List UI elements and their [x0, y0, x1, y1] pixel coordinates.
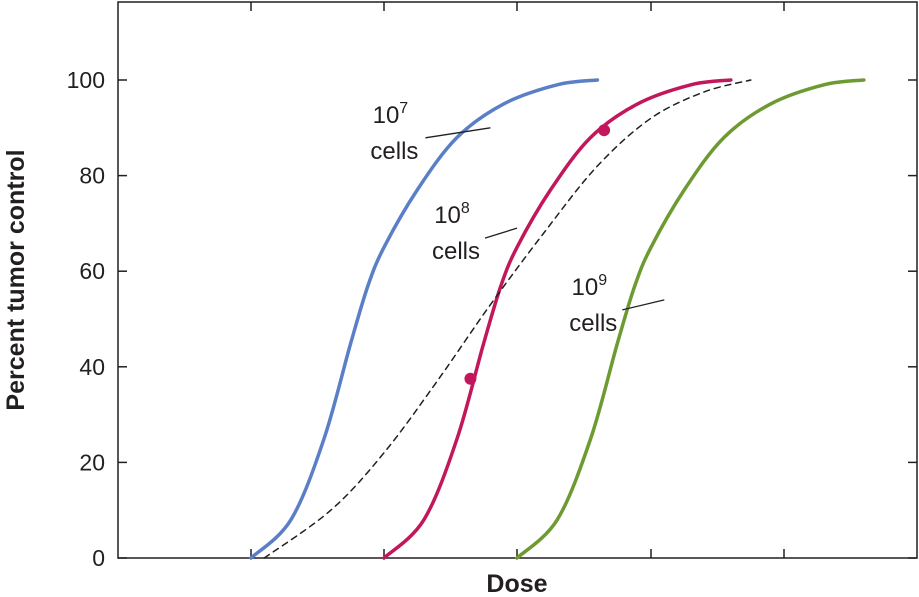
- data-point-marker: [598, 124, 611, 137]
- y-axis-title: Percent tumor control: [2, 149, 30, 410]
- y-tick-label: 40: [79, 354, 105, 380]
- y-tick-label: 0: [92, 545, 105, 571]
- annotation-exponent: 9: [598, 272, 607, 289]
- curve-dashed: [263, 79, 752, 559]
- annotation-label: 108: [434, 200, 470, 229]
- annotation-cells-label: cells: [432, 238, 480, 265]
- y-tick-label: 20: [79, 449, 105, 475]
- annotation-label: 109: [571, 272, 607, 301]
- series-layer: [249, 78, 866, 560]
- annotation-exponent: 8: [461, 200, 470, 217]
- data-point-marker: [464, 372, 477, 385]
- curve-1e7-cells: [249, 78, 600, 560]
- y-axis: 0 20 40 60 80 100: [67, 67, 917, 571]
- x-axis-ticks: [250, 2, 785, 558]
- plot-frame: [117, 1, 918, 559]
- annotation-base: 10: [434, 202, 461, 229]
- y-tick-label: 100: [67, 67, 105, 93]
- annotation-cells-label: cells: [569, 310, 617, 337]
- annotation-leader: [484, 227, 518, 239]
- x-axis-title: Dose: [486, 570, 547, 597]
- curve-1e8-cells: [382, 78, 733, 560]
- marker-layer: [464, 124, 611, 385]
- annotation-leader: [622, 299, 665, 311]
- annotation-exponent: 7: [399, 100, 408, 117]
- curve-1e9-cells: [515, 78, 866, 560]
- y-tick-label: 80: [79, 163, 105, 189]
- y-tick-label: 60: [79, 258, 105, 284]
- annotation-base: 10: [571, 274, 598, 301]
- annotation-cells-label: cells: [370, 138, 418, 165]
- annotation-base: 10: [373, 102, 400, 129]
- annotation-leader: [425, 127, 491, 139]
- annotation-label: 107: [373, 100, 409, 129]
